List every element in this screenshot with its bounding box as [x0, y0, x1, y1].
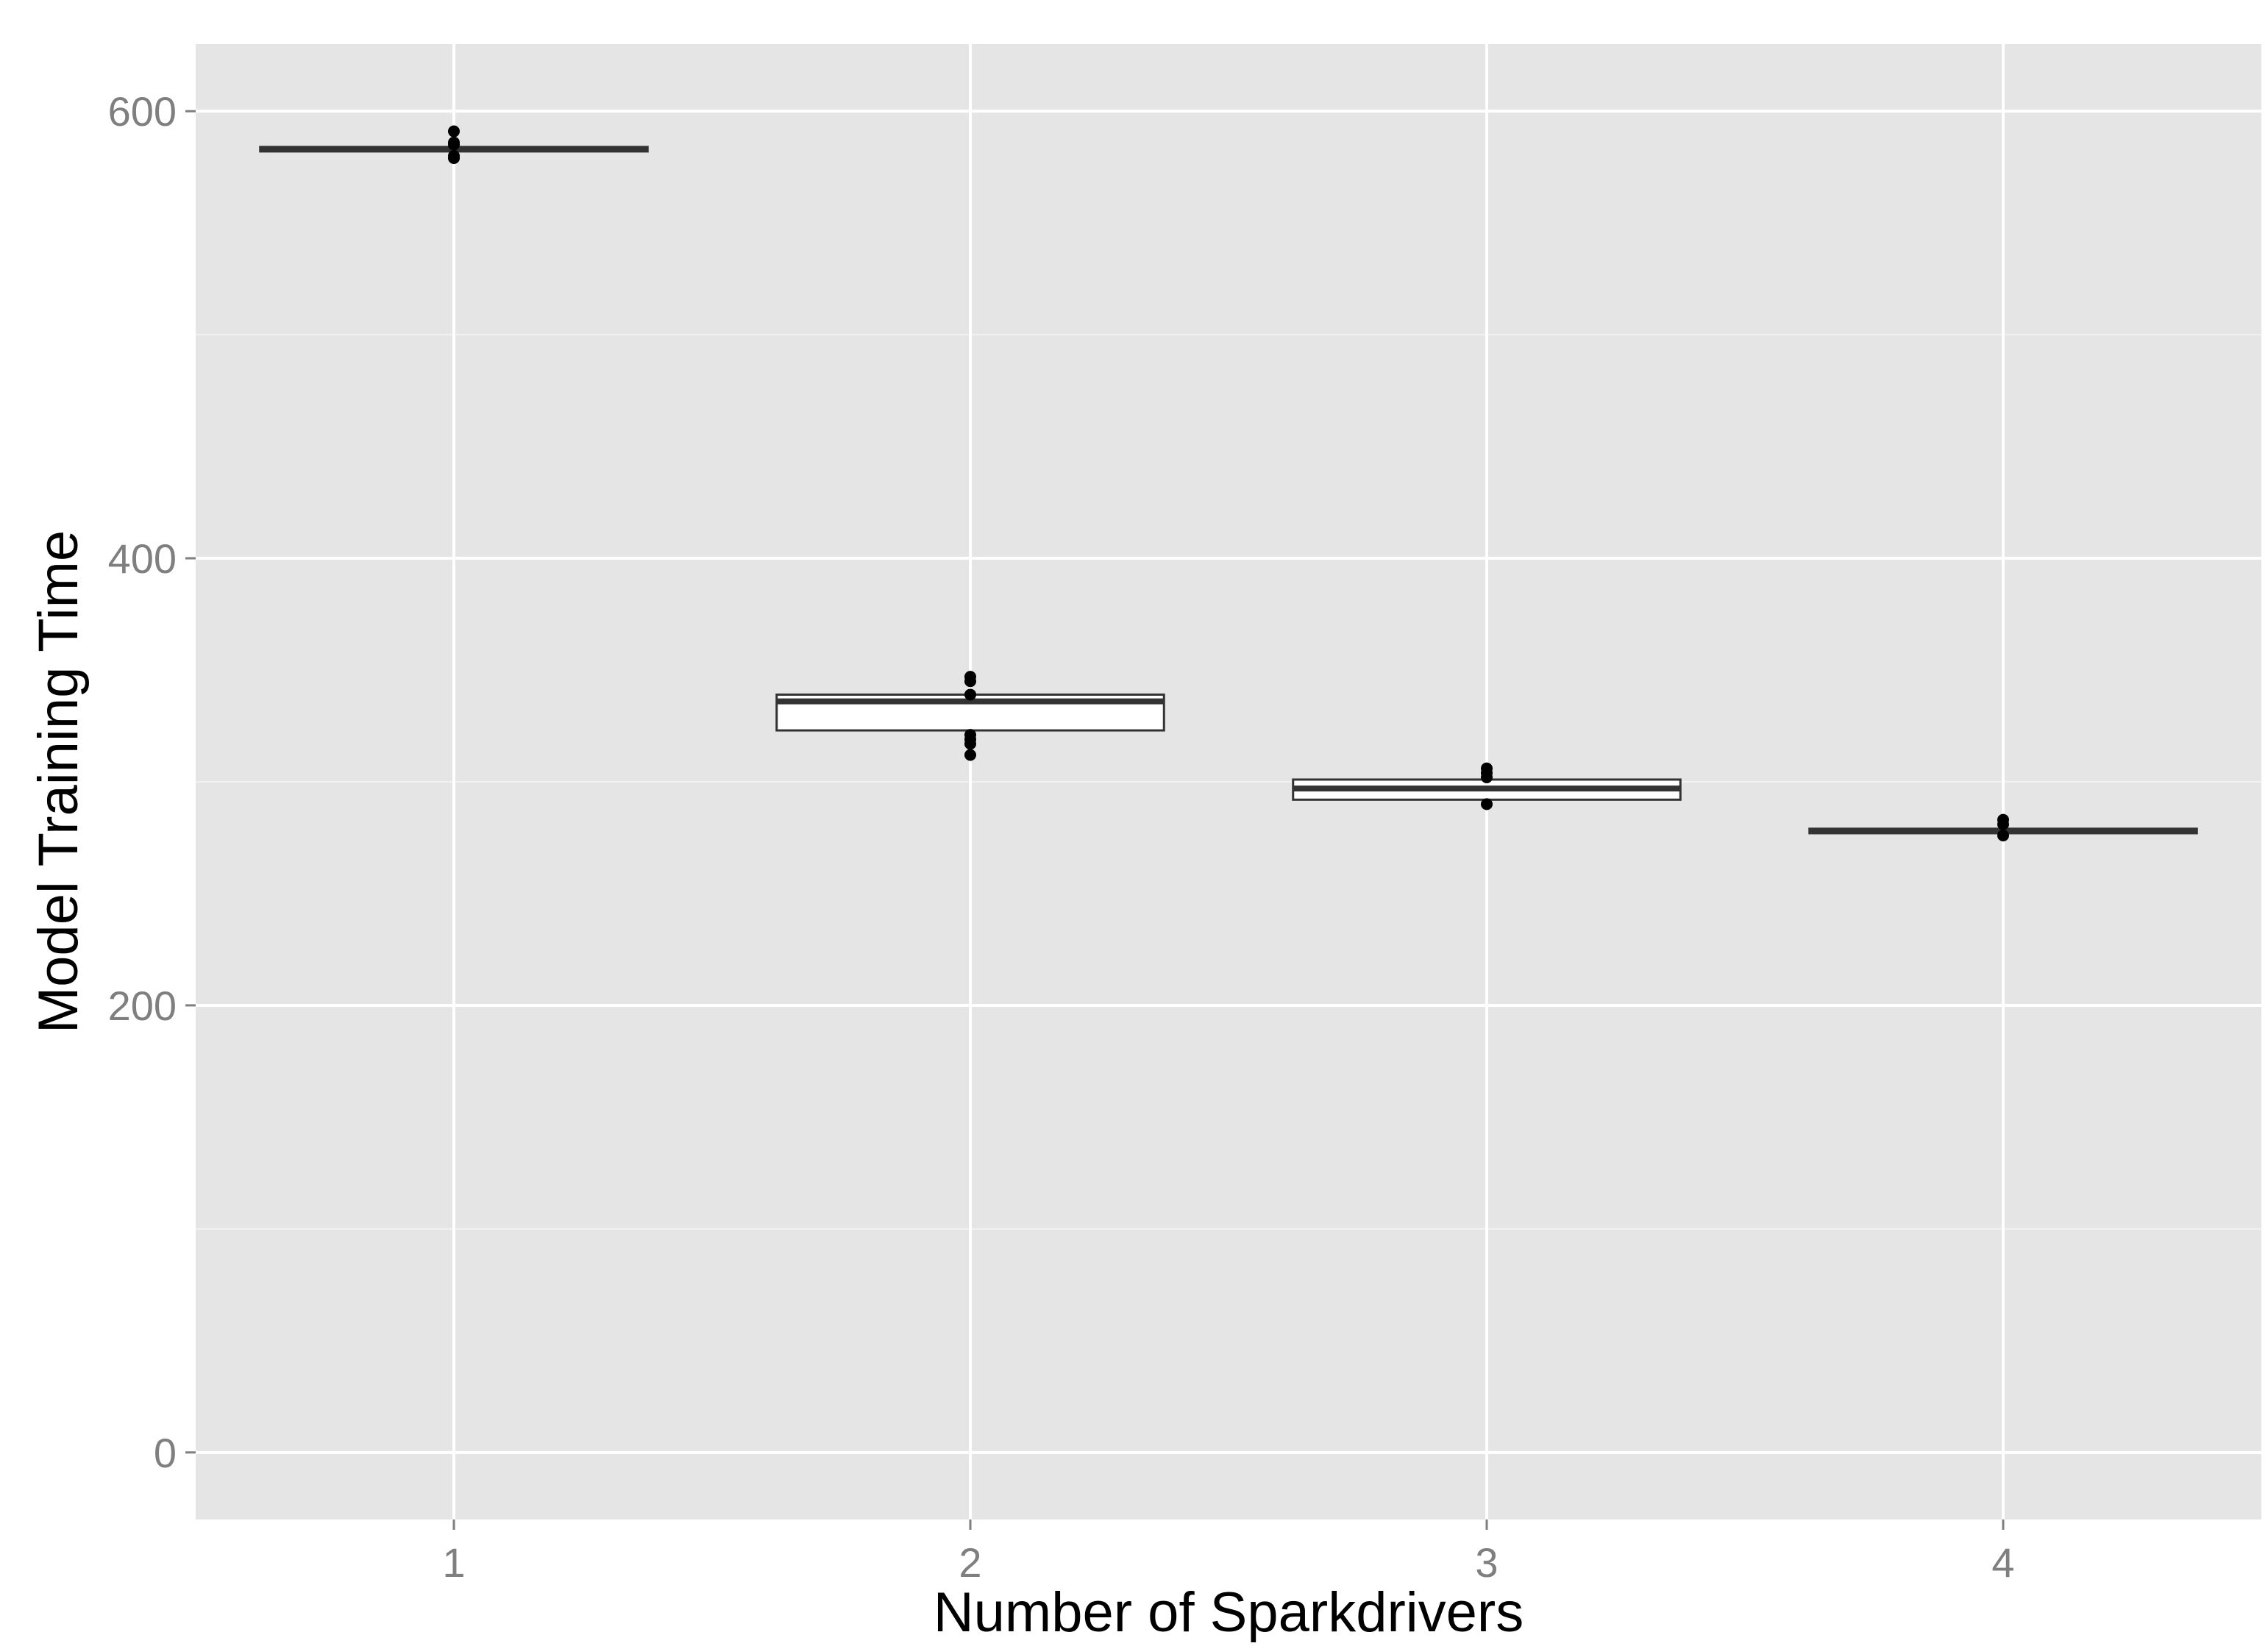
outlier-point [964, 749, 976, 761]
grid-minor-lines [196, 334, 2261, 1230]
outlier-point [1481, 798, 1493, 810]
box-category-1 [259, 125, 649, 165]
box-group [259, 125, 2198, 841]
outlier-point [1997, 813, 2009, 826]
outlier-point [964, 688, 976, 701]
outlier-point [1481, 762, 1493, 774]
x-tick-label: 2 [959, 1539, 981, 1586]
outlier-point [448, 125, 460, 138]
x-axis-title: Number of Sparkdrivers [934, 1581, 1524, 1642]
y-tick-label: 400 [108, 535, 177, 582]
outlier-point [448, 136, 460, 149]
box-category-4 [1808, 813, 2198, 841]
x-axis-ticks: 1 2 3 4 [442, 1519, 2015, 1586]
box-category-2 [775, 671, 1165, 761]
outlier-point [964, 729, 976, 741]
outlier-point [964, 671, 976, 683]
x-tick-label: 1 [442, 1539, 465, 1586]
y-tick-label: 600 [108, 88, 177, 135]
y-axis-title: Model Training Time [27, 530, 90, 1033]
y-tick-label: 200 [108, 983, 177, 1029]
y-axis-ticks: 0 200 400 600 [108, 88, 196, 1476]
x-tick-label: 3 [1475, 1539, 1498, 1586]
box-category-3 [1292, 762, 1682, 810]
outlier-point [1997, 829, 2009, 841]
outlier-point [448, 149, 460, 162]
x-tick-label: 4 [1991, 1539, 2014, 1586]
y-tick-label: 0 [154, 1430, 177, 1476]
